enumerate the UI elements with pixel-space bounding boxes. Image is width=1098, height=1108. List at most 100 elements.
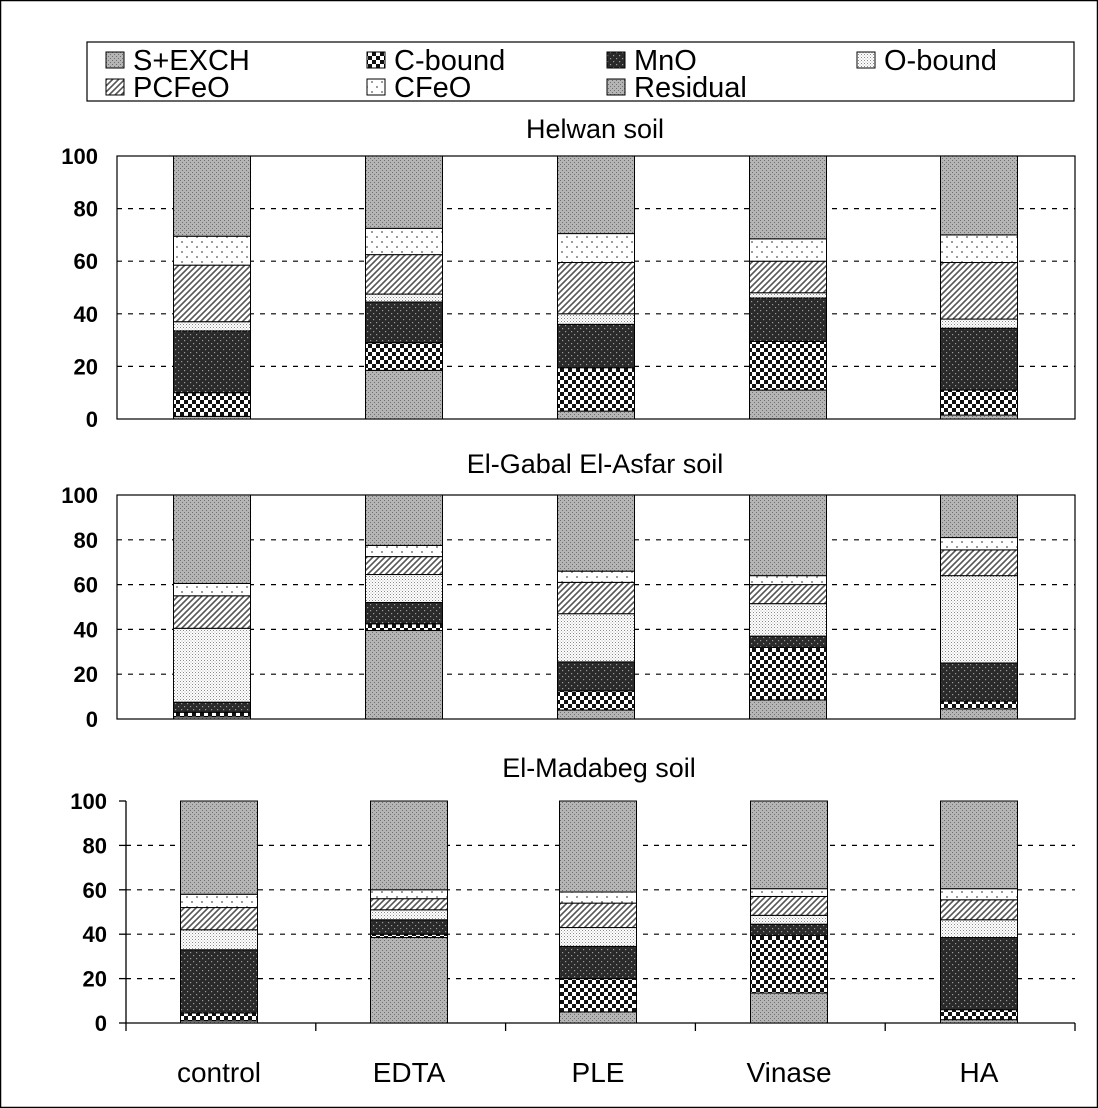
- bar-segment-edta-cfeo: [365, 544, 443, 558]
- bar-segment-vinase-o-bound: [750, 914, 828, 925]
- legend-label-mno: MnO: [634, 45, 697, 77]
- legend: S+EXCH C-bound MnO O-bound PCFeO CFeO Residual: [86, 41, 1075, 104]
- chart-panels: 0 20 40 60 80 100 Helwan soil 0 20 40 60 80 100 El-Ga…: [61, 114, 1076, 1036]
- bar-segment-ple-c-bound: [559, 978, 637, 1013]
- bar-segment-ple-pcfeo: [557, 262, 635, 315]
- y-tick-label: 0: [86, 707, 98, 732]
- bar-segment-edta-s-exch: [365, 630, 443, 720]
- bar-segment-ple-o-bound: [559, 927, 637, 947]
- bar-segment-ple-s-exch: [559, 1011, 637, 1024]
- bar-segment-ple-cfeo: [557, 233, 635, 264]
- bar-segment-ple-pcfeo: [559, 902, 637, 929]
- bar-segment-vinase-c-bound: [749, 646, 827, 701]
- bar-segment-vinase-s-exch: [749, 389, 827, 420]
- bar-segment-vinase-cfeo: [749, 575, 827, 586]
- bar-segment-edta-s-exch: [370, 937, 448, 1024]
- bar-segment-ple-residual: [559, 800, 637, 893]
- y-tick-label: 100: [61, 483, 98, 508]
- bar-segment-control-o-bound: [180, 929, 258, 951]
- y-tick-label: 40: [83, 922, 107, 947]
- y-tick-label: 60: [83, 878, 107, 903]
- bar-segment-vinase-pcfeo: [750, 895, 828, 916]
- bar-segment-control-c-bound: [173, 392, 251, 417]
- bar-segment-control-c-bound: [173, 711, 251, 718]
- bar-segment-edta-c-bound: [365, 623, 443, 632]
- bar-segment-control-cfeo: [173, 582, 251, 597]
- bar-segment-ple-c-bound: [557, 690, 635, 711]
- bar-segment-control-c-bound: [180, 1012, 258, 1022]
- bar-segment-edta-pcfeo: [365, 556, 443, 576]
- y-tick-label: 40: [74, 302, 98, 327]
- bar-segment-ha-c-bound: [940, 389, 1018, 416]
- bar-segment-vinase-pcfeo: [749, 584, 827, 605]
- y-tick-label: 20: [74, 662, 98, 687]
- bar-segment-ple-pcfeo: [557, 581, 635, 615]
- bar-segment-edta-residual: [370, 800, 448, 891]
- bar-segment-ple-residual: [557, 494, 635, 572]
- bar-segment-control-mno: [180, 949, 258, 1014]
- y-tick-label: 0: [95, 1011, 107, 1036]
- bar-segment-ha-mno: [940, 937, 1018, 1011]
- bar-segment-ha-cfeo: [940, 537, 1018, 551]
- bar-segment-ha-c-bound: [940, 700, 1018, 710]
- legend-label-cfeo: CFeO: [394, 72, 471, 104]
- bar-segment-vinase-mno: [749, 635, 827, 648]
- bar-segment-edta-s-exch: [365, 369, 443, 420]
- bar-segment-control-o-bound: [173, 627, 251, 703]
- y-tick-label: 100: [61, 144, 98, 169]
- bar-segment-vinase-o-bound: [749, 603, 827, 637]
- bar-segment-edta-o-bound: [365, 574, 443, 604]
- bar-segment-edta-cfeo: [370, 889, 448, 900]
- bar-segment-vinase-residual: [749, 155, 827, 240]
- y-tick-label: 0: [86, 407, 98, 432]
- bar-segment-vinase-residual: [749, 494, 827, 577]
- bar-segment-edta-mno: [365, 602, 443, 625]
- bar-segment-ha-residual: [940, 494, 1018, 539]
- bar-segment-ha-pcfeo: [940, 262, 1018, 320]
- bar-segment-ha-cfeo: [940, 888, 1018, 901]
- y-tick-label: 80: [83, 833, 107, 858]
- bar-segment-edta-mno: [370, 919, 448, 935]
- panel-helwan-soil: 0 20 40 60 80 100 Helwan soil: [61, 114, 1076, 432]
- bar-segment-control-residual: [180, 800, 258, 895]
- legend-swatch-cfeo: [366, 78, 386, 96]
- panel-title: Helwan soil: [526, 114, 664, 144]
- bar-segment-ple-o-bound: [557, 313, 635, 325]
- bar-segment-ple-cfeo: [557, 570, 635, 583]
- bar-segment-ple-mno: [559, 945, 637, 980]
- bar-segment-control-mno: [173, 330, 251, 394]
- bar-segment-edta-o-bound: [365, 293, 443, 303]
- bar-segment-ple-s-exch: [557, 709, 635, 720]
- bar-segment-ha-mno: [940, 662, 1018, 702]
- bar-segment-control-residual: [173, 155, 251, 237]
- legend-swatch-pcfeo: [105, 78, 125, 96]
- bar-segment-vinase-cfeo: [750, 888, 828, 897]
- category-label-ha: HA: [960, 1057, 999, 1088]
- bar-segment-control-cfeo: [180, 893, 258, 909]
- bar-segment-ha-o-bound: [940, 575, 1018, 664]
- bar-segment-vinase-pcfeo: [749, 260, 827, 294]
- bar-segment-edta-pcfeo: [365, 254, 443, 295]
- bar-segment-vinase-residual: [750, 800, 828, 890]
- y-tick-label: 100: [70, 789, 107, 814]
- bar-segment-ha-pcfeo: [940, 899, 1018, 921]
- bar-segment-edta-residual: [365, 155, 443, 229]
- bar-segment-ple-mno: [557, 661, 635, 692]
- legend-label-residual: Residual: [634, 72, 747, 104]
- panel-title: El-Madabeg soil: [502, 753, 696, 783]
- y-tick-label: 60: [74, 573, 98, 598]
- legend-label-o-bound: O-bound: [884, 45, 997, 77]
- legend-swatch-c-bound: [366, 51, 386, 69]
- y-tick-label: 20: [74, 354, 98, 379]
- bar-segment-ha-mno: [940, 327, 1018, 391]
- bar-segment-ha-residual: [940, 155, 1018, 236]
- bar-segment-vinase-o-bound: [749, 292, 827, 299]
- bar-segment-vinase-cfeo: [749, 238, 827, 262]
- category-axis-labels: control EDTA PLE Vinase HA: [177, 1057, 999, 1088]
- bar-segment-ha-pcfeo: [940, 549, 1018, 577]
- legend-swatch-residual: [606, 78, 626, 96]
- bar-segment-control-mno: [173, 701, 251, 713]
- y-tick-label: 40: [74, 617, 98, 642]
- legend-swatch-mno: [606, 51, 626, 69]
